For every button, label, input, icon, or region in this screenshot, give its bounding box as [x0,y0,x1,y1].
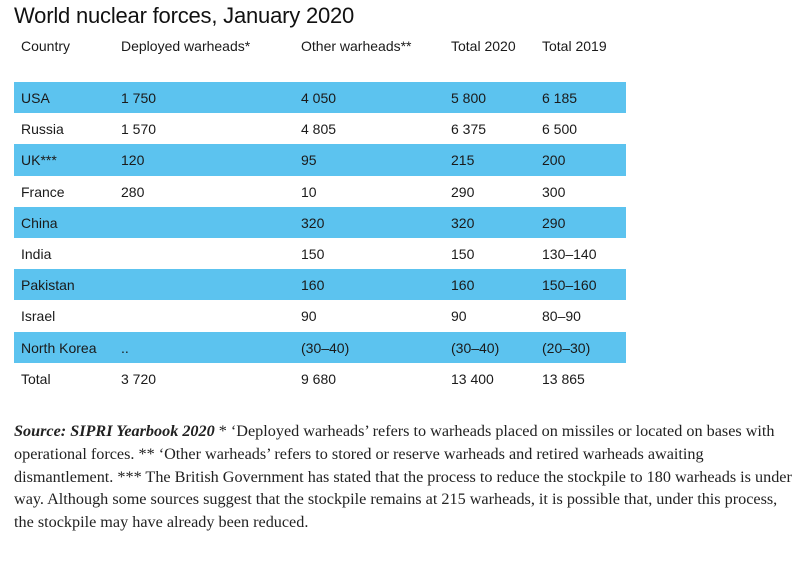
cell-total-2020: 5 800 [451,90,487,106]
cell-country: North Korea [21,339,97,356]
total-cell-total-2019: 13 865 [542,370,585,387]
cell-total-2020: 150 [451,245,475,262]
cell-country: Russia [21,121,64,138]
cell-total-2020: (30–40) [451,339,500,356]
table-row: Israel 90 90 80–90 [14,300,626,331]
header-country: Country [21,38,71,54]
cell-other: (30–40) [301,339,350,356]
cell-other: 4 050 [301,90,337,106]
cell-other: 10 [301,183,317,200]
cell-other: 95 [301,152,317,169]
header-total-2019: Total 2019 [542,38,607,54]
cell-other: 320 [301,214,325,231]
cell-country: France [21,183,65,200]
cell-total-2019: (20–30) [542,339,591,356]
cell-total-2019: 300 [542,183,566,200]
cell-total-2019: 80–90 [542,308,581,325]
table-row: UK*** 120 95 215 200 [14,144,626,176]
header-other: Other warheads** [301,38,412,54]
cell-country: UK*** [21,152,57,169]
cell-deployed: .. [121,339,129,356]
header-total-2020: Total 2020 [451,38,516,54]
total-cell-other: 9 680 [301,370,337,387]
cell-total-2019: 6 185 [542,90,578,106]
total-cell-country: Total [21,370,51,387]
cell-total-2019: 130–140 [542,245,597,262]
cell-other: 160 [301,277,325,294]
cell-deployed: 120 [121,152,145,169]
total-cell-deployed: 3 720 [121,370,157,387]
total-row: Total 3 720 9 680 13 400 13 865 [14,363,626,394]
cell-country: Pakistan [21,277,75,294]
header-deployed: Deployed warheads* [121,38,251,54]
total-cell-total-2020: 13 400 [451,370,494,387]
table-header: Country Deployed warheads* Other warhead… [14,38,626,62]
cell-deployed: 1 570 [121,121,157,138]
table-row: Russia 1 570 4 805 6 375 6 500 [14,113,626,144]
table-row: India 150 150 130–140 [14,238,626,269]
table-row: China 320 320 290 [14,206,626,238]
cell-other: 4 805 [301,121,337,138]
cell-country: India [21,245,52,262]
cell-country: USA [21,90,50,106]
chart-title: World nuclear forces, January 2020 [14,3,355,28]
cell-deployed: 1 750 [121,90,157,106]
table-row: USA 1 750 4 050 5 800 6 185 [14,82,626,114]
table-row: France 280 10 290 300 [14,176,626,207]
cell-total-2020: 160 [451,277,475,294]
source-note: Source: SIPRI Yearbook 2020 * ‘Deployed … [14,420,794,534]
cell-total-2019: 6 500 [542,121,578,138]
footnote-text: * ‘Deployed warheads’ refers to warheads… [14,422,792,532]
table-row: Pakistan 160 160 150–160 [14,269,626,301]
cell-total-2019: 290 [542,214,566,231]
cell-total-2020: 320 [451,214,475,231]
source-label: Source: SIPRI Yearbook 2020 [14,422,215,440]
cell-other: 90 [301,308,317,325]
cell-total-2020: 290 [451,183,475,200]
cell-total-2019: 150–160 [542,277,597,294]
cell-country: China [21,214,58,231]
table-row: North Korea.. (30–40) (30–40) (20–30) [14,331,626,363]
table-body: USA 1 750 4 050 5 800 6 185 Russia 1 570 4 805 6… [14,82,626,394]
cell-total-2020: 215 [451,152,475,169]
cell-other: 150 [301,245,325,262]
cell-total-2020: 90 [451,308,467,325]
cell-country: Israel [21,308,56,325]
cell-deployed: 280 [121,183,145,200]
cell-total-2019: 200 [542,152,566,169]
cell-total-2020: 6 375 [451,121,487,138]
